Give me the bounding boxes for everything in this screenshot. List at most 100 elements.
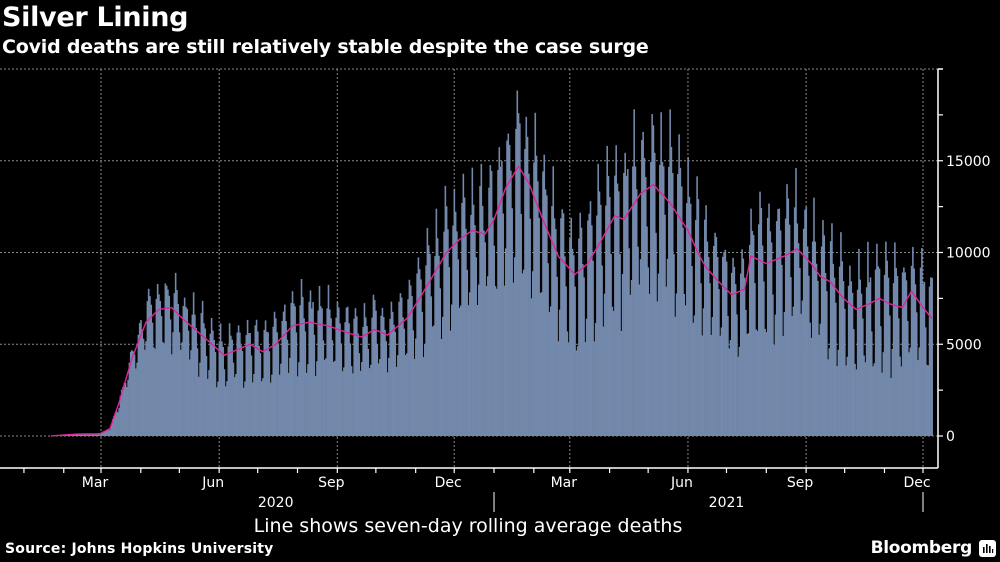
- bar-daily-deaths: [926, 364, 928, 436]
- bar-daily-deaths: [404, 355, 407, 436]
- bar-daily-deaths: [737, 356, 739, 436]
- bar-daily-deaths: [669, 109, 671, 437]
- bar-daily-deaths: [255, 319, 258, 436]
- bar-daily-deaths: [110, 424, 113, 436]
- bar-daily-deaths: [515, 128, 517, 436]
- bar-daily-deaths: [141, 329, 144, 436]
- bar-daily-deaths: [743, 277, 746, 436]
- bar-daily-deaths: [172, 332, 174, 436]
- bar-daily-deaths: [608, 196, 611, 436]
- bar-daily-deaths: [167, 289, 169, 436]
- bar-daily-deaths: [587, 220, 589, 436]
- bar-daily-deaths: [903, 267, 905, 436]
- bar-daily-deaths: [856, 289, 859, 436]
- bar-daily-deaths: [453, 188, 456, 436]
- bar-daily-deaths: [864, 362, 867, 436]
- bar-daily-deaths: [466, 269, 468, 436]
- bar-daily-deaths: [928, 286, 931, 436]
- bar-daily-deaths: [440, 338, 443, 436]
- bar-daily-deaths: [73, 434, 75, 436]
- bar-daily-deaths: [416, 273, 418, 436]
- bar-daily-deaths: [733, 266, 736, 436]
- bar-daily-deaths: [897, 318, 900, 436]
- bar-daily-deaths: [406, 353, 408, 436]
- bar-daily-deaths: [670, 146, 673, 436]
- bar-daily-deaths: [434, 256, 436, 436]
- bar-daily-deaths: [385, 341, 388, 436]
- bar-daily-deaths: [720, 327, 723, 436]
- bar-daily-deaths: [341, 371, 344, 436]
- bar-daily-deaths: [375, 310, 377, 436]
- bar-daily-deaths: [638, 284, 641, 436]
- bar-daily-deaths: [931, 277, 933, 436]
- bar-daily-deaths: [625, 175, 628, 436]
- bar-daily-deaths: [245, 335, 248, 436]
- bar-daily-deaths: [661, 161, 664, 437]
- bar-daily-deaths: [616, 183, 619, 436]
- bar-daily-deaths: [872, 366, 874, 436]
- bar-daily-deaths: [280, 363, 282, 436]
- bar-daily-deaths: [520, 213, 522, 436]
- bar-daily-deaths: [237, 325, 240, 436]
- bar-daily-deaths: [775, 221, 778, 436]
- bar-daily-deaths: [164, 283, 167, 436]
- bar-daily-deaths: [680, 186, 683, 436]
- bar-daily-deaths: [407, 299, 409, 436]
- bar-daily-deaths: [457, 259, 459, 436]
- bar-daily-deaths: [655, 232, 657, 436]
- bar-daily-deaths: [186, 308, 188, 436]
- bar-daily-deaths: [635, 189, 638, 436]
- bar-daily-deaths: [151, 322, 154, 436]
- bar-daily-deaths: [716, 257, 719, 436]
- bar-daily-deaths: [480, 163, 483, 436]
- bar-daily-deaths: [702, 308, 705, 436]
- bar-daily-deaths: [495, 288, 498, 436]
- bar-daily-deaths: [511, 208, 513, 436]
- bar-daily-deaths: [87, 433, 90, 436]
- bar-daily-deaths: [813, 197, 815, 436]
- bar-daily-deaths: [173, 293, 176, 436]
- bar-daily-deaths: [574, 286, 576, 436]
- bar-daily-deaths: [828, 348, 831, 436]
- y-axis-ticks: 0 5000 10000 15000: [938, 114, 991, 445]
- bar-daily-deaths: [704, 219, 706, 436]
- bar-daily-deaths: [362, 326, 364, 436]
- bar-daily-deaths: [688, 196, 691, 436]
- bar-daily-deaths: [282, 311, 285, 436]
- bar-daily-deaths: [150, 304, 153, 436]
- bar-daily-deaths: [218, 343, 221, 436]
- bar-daily-deaths: [241, 350, 244, 436]
- bar-daily-deaths: [783, 311, 786, 436]
- bar-daily-deaths: [593, 341, 596, 436]
- bar-daily-deaths: [105, 430, 108, 436]
- bar-daily-deaths: [810, 337, 813, 436]
- bar-daily-deaths: [219, 323, 222, 436]
- bar-daily-deaths: [836, 366, 838, 436]
- bar-daily-deaths: [548, 311, 551, 436]
- bar-daily-deaths: [615, 145, 617, 437]
- bar-daily-deaths: [429, 253, 431, 436]
- bar-daily-deaths: [628, 248, 630, 436]
- bar-daily-deaths: [408, 279, 411, 436]
- bar-daily-deaths: [835, 302, 837, 436]
- bar-daily-deaths: [366, 326, 368, 436]
- bar-daily-deaths: [623, 172, 625, 437]
- bar-daily-deaths: [470, 214, 472, 436]
- bar-daily-deaths: [196, 348, 199, 436]
- bar-daily-deaths: [736, 314, 738, 436]
- bar-daily-deaths: [892, 283, 895, 436]
- bar-daily-deaths: [400, 297, 403, 436]
- bar-daily-deaths: [605, 205, 607, 436]
- bar-daily-deaths: [665, 286, 668, 436]
- bar-daily-deaths: [397, 355, 399, 436]
- bar-daily-deaths: [602, 326, 605, 436]
- bar-daily-deaths: [840, 232, 842, 436]
- bar-daily-deaths: [620, 330, 623, 436]
- bar-daily-deaths: [368, 368, 371, 436]
- bar-daily-deaths: [431, 326, 434, 436]
- bar-daily-deaths: [913, 268, 915, 436]
- bar-daily-deaths: [309, 290, 312, 436]
- bar-daily-deaths: [322, 340, 325, 436]
- bar-daily-deaths: [815, 263, 818, 436]
- bar-daily-deaths: [236, 332, 239, 436]
